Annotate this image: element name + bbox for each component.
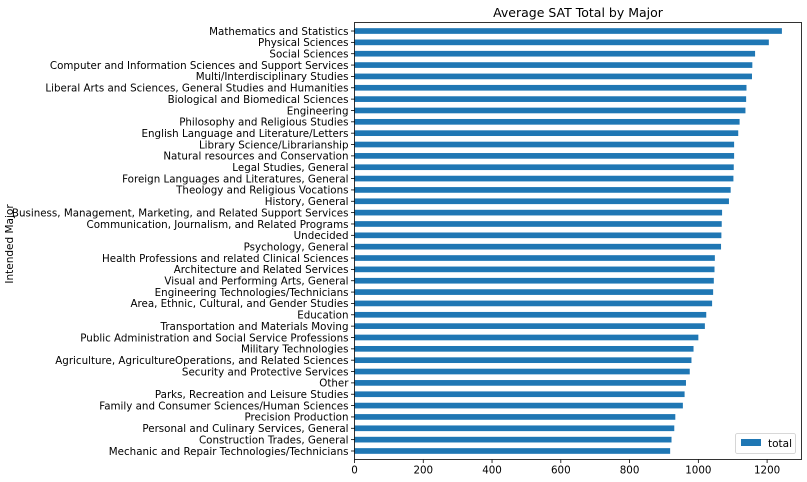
bar bbox=[354, 187, 731, 193]
bar bbox=[354, 243, 722, 250]
x-tick-label: 1000 bbox=[685, 465, 711, 477]
x-tick-label: 800 bbox=[620, 465, 640, 477]
bar bbox=[354, 334, 699, 341]
bar bbox=[354, 209, 723, 216]
bar bbox=[354, 221, 722, 227]
bar bbox=[354, 50, 756, 57]
y-tick-label: Mechanic and Repair Technologies/Technic… bbox=[109, 446, 349, 458]
bar bbox=[354, 357, 692, 364]
bar bbox=[354, 62, 753, 68]
bar bbox=[354, 414, 676, 420]
y-tick-label: Engineering Technologies/Technicians bbox=[155, 287, 349, 299]
y-tick-label: Engineering bbox=[287, 105, 349, 117]
y-tick-label: Legal Studies, General bbox=[232, 162, 348, 174]
legend-box bbox=[735, 433, 796, 454]
y-axis-label: Intended Major bbox=[4, 204, 16, 284]
legend-label: total bbox=[768, 438, 792, 450]
bars-group bbox=[354, 28, 782, 454]
y-ticks-group bbox=[351, 30, 355, 452]
y-tick-label: Other bbox=[319, 378, 349, 390]
bar bbox=[354, 39, 769, 46]
y-tick-label: Library Science/Librarianship bbox=[199, 139, 349, 151]
y-tick-label: Psychology, General bbox=[244, 241, 349, 253]
bar bbox=[354, 368, 690, 375]
x-tick-label: 0 bbox=[351, 465, 358, 477]
y-tick-label: Military Technologies bbox=[241, 344, 349, 356]
y-tick-label: Philosophy and Religious Studies bbox=[179, 117, 348, 129]
y-tick-label: Physical Sciences bbox=[258, 37, 348, 49]
y-tick-label: Mathematics and Statistics bbox=[209, 26, 348, 38]
bar bbox=[354, 311, 707, 318]
bar bbox=[354, 118, 740, 125]
bar bbox=[354, 380, 686, 386]
bar bbox=[354, 323, 705, 329]
y-tick-label: Personal and Culinary Services, General bbox=[142, 423, 348, 435]
bar bbox=[354, 153, 735, 159]
x-ticks-group: 0 200 400 600 800 1000 1200 bbox=[351, 459, 780, 477]
bar bbox=[354, 277, 714, 284]
x-tick-label: 600 bbox=[551, 465, 571, 477]
y-tick-label: Architecture and Related Services bbox=[174, 264, 349, 276]
bar bbox=[354, 266, 715, 273]
chart-title: Average SAT Total by Major bbox=[493, 5, 664, 20]
y-tick-label: Visual and Performing Arts, General bbox=[164, 276, 348, 288]
bar bbox=[354, 84, 747, 91]
bar bbox=[354, 141, 735, 148]
y-tick-label: Theology and Religious Vocations bbox=[175, 185, 348, 197]
bar bbox=[354, 107, 746, 114]
y-tick-label: Agriculture, AgricultureOperations, and … bbox=[55, 355, 348, 367]
bar bbox=[354, 255, 715, 261]
bar bbox=[354, 130, 739, 137]
bar bbox=[354, 425, 675, 432]
y-tick-label: English Language and Literature/Letters bbox=[142, 128, 349, 140]
y-tick-label: Social Sciences bbox=[269, 49, 348, 61]
y-tick-label: Family and Consumer Sciences/Human Scien… bbox=[99, 400, 348, 412]
x-tick-label: 1200 bbox=[754, 465, 780, 477]
y-tick-label: Business, Management, Marketing, and Rel… bbox=[12, 207, 349, 219]
y-tick-label: Education bbox=[297, 310, 348, 322]
bar bbox=[354, 289, 714, 295]
bar bbox=[354, 300, 713, 307]
y-tick-label: Security and Protective Services bbox=[182, 366, 349, 378]
y-tick-label: Construction Trades, General bbox=[199, 434, 349, 446]
y-tick-label: Foreign Languages and Literatures, Gener… bbox=[122, 173, 348, 185]
y-tick-label: Undecided bbox=[294, 230, 349, 242]
y-tick-label: Multi/Interdisciplinary Studies bbox=[196, 71, 349, 83]
legend-swatch bbox=[741, 439, 761, 446]
y-tick-label: Natural resources and Conservation bbox=[163, 151, 348, 163]
y-tick-label: History, General bbox=[265, 196, 349, 208]
y-tick-label: Liberal Arts and Sciences, General Studi… bbox=[45, 83, 348, 95]
y-tick-label: Transportation and Materials Moving bbox=[160, 321, 349, 333]
bar bbox=[354, 164, 734, 171]
bar bbox=[354, 436, 672, 443]
bar bbox=[354, 345, 694, 352]
bar bbox=[354, 73, 752, 80]
bar bbox=[354, 28, 782, 34]
y-tick-label: Precision Production bbox=[245, 412, 349, 424]
bar bbox=[354, 175, 734, 182]
x-tick-label: 400 bbox=[482, 465, 502, 477]
x-tick-label: 200 bbox=[413, 465, 433, 477]
bar bbox=[354, 232, 722, 239]
bar bbox=[354, 198, 729, 205]
plot-frame bbox=[354, 22, 802, 460]
bar bbox=[354, 391, 685, 398]
bar bbox=[354, 96, 747, 102]
bar bbox=[354, 402, 683, 409]
y-tick-label: Computer and Information Sciences and Su… bbox=[50, 60, 349, 72]
y-tick-label: Health Professions and related Clinical … bbox=[102, 253, 348, 265]
y-tick-label: Communication, Journalism, and Related P… bbox=[87, 219, 349, 231]
y-tick-label: Biological and Biomedical Sciences bbox=[168, 94, 349, 106]
legend: total bbox=[735, 433, 796, 454]
bar bbox=[354, 448, 671, 454]
y-tick-label: Public Administration and Social Service… bbox=[80, 332, 348, 344]
y-tick-label: Parks, Recreation and Leisure Studies bbox=[155, 389, 349, 401]
y-tick-label: Area, Ethnic, Cultural, and Gender Studi… bbox=[130, 298, 348, 310]
